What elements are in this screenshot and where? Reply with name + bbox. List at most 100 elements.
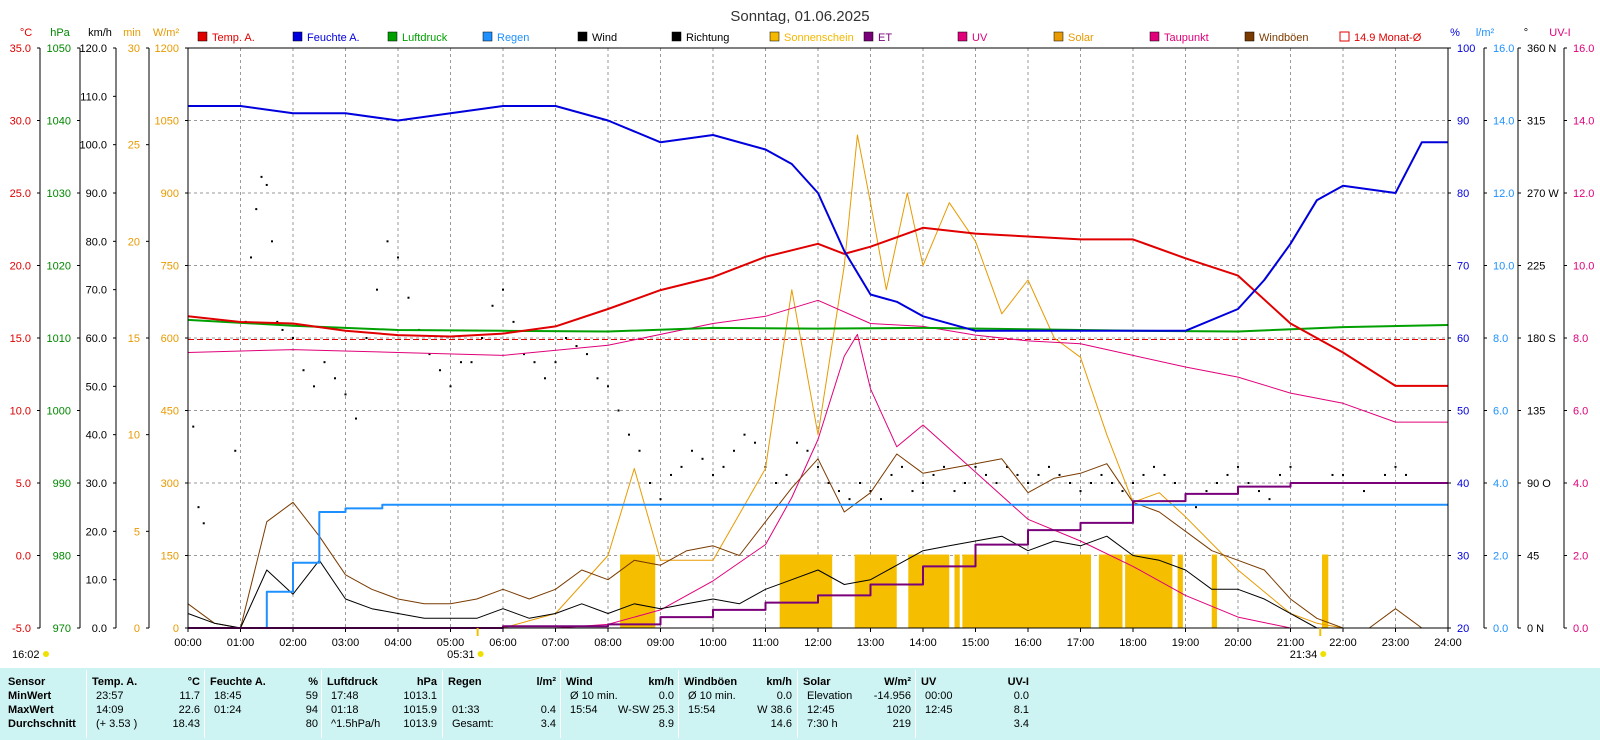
x-tick-label: 16:00 <box>1014 637 1042 649</box>
axis-unit-pressure: hPa <box>50 27 70 39</box>
stats-cell-value: -14.956 <box>873 690 911 702</box>
direction-point <box>922 482 924 484</box>
axis-tick-label: 8.0 <box>1493 333 1508 345</box>
axis-solar: 1200 1050 900 750 600 450 300 150 0 <box>155 43 188 635</box>
direction-point <box>1058 473 1061 476</box>
axis-tick-label: 970 <box>53 623 71 635</box>
axis-humidity: 100 90 80 70 60 50 40 30 20 <box>1448 43 1475 635</box>
x-tick-label: 07:00 <box>542 637 570 649</box>
axis-tick-label: 90 O <box>1527 478 1551 490</box>
stats-group-title: Windböen <box>684 676 738 688</box>
direction-point <box>575 345 578 348</box>
x-tick-label: 06:00 <box>489 637 517 649</box>
legend-label: Temp. A. <box>212 32 255 44</box>
axis-tick-label: 4.0 <box>1493 478 1508 490</box>
sunshine-block <box>1322 554 1329 628</box>
stats-row-label: MaxWert <box>8 704 54 716</box>
legend-label: Solar <box>1068 32 1094 44</box>
stats-group-title: Luftdruck <box>327 676 378 688</box>
x-tick-label: 19:00 <box>1172 637 1200 649</box>
direction-point <box>607 385 609 388</box>
legend-label: 14.9 Monat-Ø <box>1354 32 1422 44</box>
stats-cell-value: 0.0 <box>776 690 792 702</box>
stats-group-unit: km/h <box>648 676 674 688</box>
direction-point <box>806 449 809 452</box>
direction-point <box>586 353 588 356</box>
axis-tick-label: 990 <box>53 478 71 490</box>
axis-tick-label: 135 <box>1527 406 1545 418</box>
direction-point <box>1342 473 1344 476</box>
sunshine-block <box>779 554 833 628</box>
direction-point <box>995 482 998 484</box>
direction-point <box>1394 465 1397 468</box>
stats-cell-value: 59 <box>305 690 318 702</box>
sunshine-block <box>962 554 1091 628</box>
stats-cell-value: W-SW 25.3 <box>617 704 674 716</box>
direction-point <box>386 240 389 243</box>
stats-cell-time: 23:57 <box>96 690 124 702</box>
direction-point <box>1289 465 1292 468</box>
axis-unit-wind: km/h <box>88 27 112 39</box>
series-windböen <box>187 453 1448 629</box>
direction-point <box>838 490 840 493</box>
direction-point <box>1205 490 1208 493</box>
direction-point <box>848 498 851 501</box>
direction-point <box>255 208 258 211</box>
direction-point <box>407 296 410 299</box>
stats-separator <box>86 670 87 738</box>
direction-point <box>1226 473 1229 476</box>
stats-cell-value: 3.4 <box>540 718 556 730</box>
axis-tick-label: 1020 <box>47 261 71 273</box>
direction-point <box>202 522 205 525</box>
x-tick-label: 08:00 <box>594 637 622 649</box>
legend: Temp. A. Feuchte A. Luftdruck Regen Wind Rich… <box>197 31 1422 44</box>
axis-wind: 120.0 110.0 100.0 90.0 80.0 70.0 60.0 50.0 40.0 3… <box>79 43 117 635</box>
axis-tick-label: 30 <box>1457 551 1469 563</box>
legend-label: UV <box>972 32 988 44</box>
x-tick-label: 05:00 <box>437 637 465 649</box>
axis-tick-label: 40.0 <box>86 430 107 442</box>
axis-tick-label: 10 <box>128 430 140 442</box>
stats-cell-value: 0.0 <box>1013 690 1029 702</box>
axis-tick-label: 20.0 <box>10 261 31 273</box>
axis-tick-label: 35.0 <box>10 43 31 55</box>
direction-point <box>512 320 515 323</box>
legend-item: Solar <box>1053 31 1094 44</box>
direction-point <box>733 449 735 452</box>
sun-icon <box>43 651 49 657</box>
axis-temp: 35.0 30.0 25.0 20.0 15.0 10.0 5.0 0.0 -5.0 <box>10 43 41 635</box>
axis-unit-sunshine: min <box>123 27 141 39</box>
direction-point <box>1037 473 1040 476</box>
stats-cell-value: 1013.1 <box>403 690 437 702</box>
direction-point <box>754 441 756 444</box>
direction-point <box>397 256 399 259</box>
legend-item: Temp. A. <box>197 31 255 44</box>
x-tick-label: 03:00 <box>332 637 360 649</box>
direction-point <box>1079 490 1082 493</box>
grid <box>188 48 1448 628</box>
direction-point <box>743 433 746 436</box>
axis-direction: 360 N 315 270 W 225 180 S 135 90 O 45 0 N <box>1517 43 1559 635</box>
direction-point <box>1216 482 1218 484</box>
stats-separator <box>204 670 205 738</box>
direction-point <box>722 465 725 468</box>
direction-point <box>428 353 431 356</box>
direction-point <box>502 288 504 291</box>
axis-tick-label: 10.0 <box>86 575 107 587</box>
direction-point <box>1027 482 1029 484</box>
axis-tick-label: 360 N <box>1527 43 1556 55</box>
direction-point <box>365 337 368 339</box>
stats-cell-time: 12:45 <box>925 704 953 716</box>
direction-point <box>313 385 315 388</box>
axis-tick-label: 980 <box>53 551 71 563</box>
direction-point <box>617 409 620 412</box>
axis-tick-label: 12.0 <box>1493 188 1514 200</box>
axis-tick-label: 2.0 <box>1573 551 1588 563</box>
direction-point <box>638 449 641 452</box>
stats-cell-time: 01:18 <box>331 704 359 716</box>
sunshine-block <box>1098 554 1123 628</box>
direction-point <box>323 361 326 364</box>
direction-point <box>470 361 473 364</box>
axis-tick-label: 5 <box>134 526 140 538</box>
stats-cell-value: 0.4 <box>540 704 556 716</box>
